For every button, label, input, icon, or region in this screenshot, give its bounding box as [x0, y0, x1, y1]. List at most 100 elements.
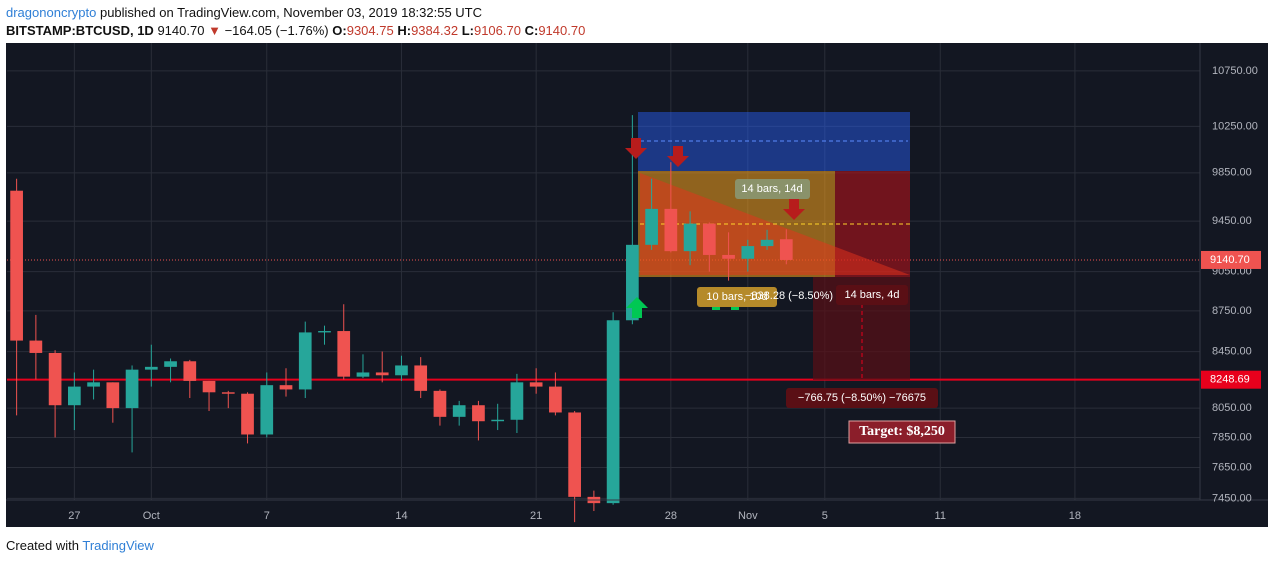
candle-body [472, 405, 485, 422]
candle-body [702, 223, 716, 255]
chart: 14 bars, 14d 10 bars, 10d −838.28 (−8.50… [6, 43, 1268, 527]
target-box-label [848, 420, 956, 444]
target: Target: $8,250 [859, 424, 945, 439]
x-tick-label: 18 [1069, 510, 1081, 522]
candle-body [298, 332, 312, 390]
candle-body [10, 190, 23, 341]
candle-body [741, 246, 755, 259]
candle-body [395, 365, 408, 376]
x-tick-label: Nov [738, 510, 758, 522]
footer: Created with TradingView [6, 538, 154, 553]
candle-body [279, 385, 293, 390]
y-tick-label: 9450.00 [1212, 215, 1252, 227]
h: 9384.32 [411, 23, 459, 38]
label-box [786, 388, 938, 408]
candle-body [337, 331, 351, 377]
arrow-up [626, 297, 648, 318]
candle-body [164, 361, 177, 367]
bars-right: 14 bars, 4d [844, 289, 899, 301]
y-tick-label: 8050.00 [1212, 402, 1252, 414]
arrow-down [625, 138, 647, 159]
candle-body [318, 331, 331, 333]
candle-body [549, 386, 562, 413]
created: Created with [6, 538, 79, 553]
candle-body [260, 385, 274, 435]
symbol: BITSTAMP:BTCUSD, 1D [6, 23, 154, 38]
bars-top: 14 bars, 14d [741, 183, 802, 195]
candle-body [144, 366, 158, 370]
c: 9140.70 [538, 23, 586, 38]
candle-body [433, 390, 447, 417]
candle-body [125, 369, 139, 409]
x-tick-label: 11 [935, 510, 946, 522]
y-tick-label: 7850.00 [1212, 431, 1252, 443]
c-label: C: [524, 23, 539, 38]
last: 9140.70 [157, 23, 205, 38]
down-arrows [625, 138, 805, 220]
candle-body [491, 419, 505, 422]
price-label-box [1201, 250, 1261, 269]
down-arrow: ▼ [208, 23, 221, 38]
y-tick-label: 7450.00 [1212, 492, 1252, 504]
candle-body [529, 382, 543, 387]
candle-body [664, 208, 678, 252]
candle-body [87, 382, 100, 387]
candle-body [779, 239, 793, 260]
candle-body [29, 340, 43, 353]
candle-body [568, 412, 581, 497]
o-label: O: [332, 23, 347, 38]
candle-body [722, 254, 735, 259]
candle-body [202, 380, 216, 393]
label-box [697, 287, 777, 307]
candle-body [452, 405, 466, 417]
bars-left: 10 bars, 10d [706, 291, 767, 303]
x-tick-label: 14 [395, 510, 407, 522]
header-line-1: dragononcrypto published on TradingView.… [6, 4, 585, 22]
candle-body [241, 393, 254, 435]
candle-body [183, 361, 197, 381]
l-label: L: [461, 23, 474, 38]
arrow-down [783, 199, 805, 220]
y-tick-label: 9850.00 [1212, 167, 1252, 179]
candle-body [606, 320, 620, 504]
candle-body [48, 352, 62, 406]
x-tick-label: 21 [530, 510, 542, 522]
y-tick-label: 10750.00 [1212, 65, 1258, 77]
header: dragononcrypto published on TradingView.… [6, 4, 585, 40]
candle-body [221, 392, 235, 394]
y-tick-label: 7650.00 [1212, 461, 1252, 473]
candle-body [760, 239, 774, 247]
price-label-box [1201, 370, 1261, 389]
x-tick-label: Oct [143, 510, 160, 522]
o: 9304.75 [346, 23, 394, 38]
x-tick-label: 28 [665, 510, 677, 522]
axis: 7450.00 7650.00 7850.00 8050.00 8450.00 8750.… [68, 65, 1261, 522]
price-label: 8248.69 [1210, 374, 1250, 386]
candle-body [375, 372, 389, 376]
candles [10, 115, 793, 523]
candle-body [683, 223, 697, 252]
arrow-down [667, 146, 689, 167]
l: 9106.70 [473, 23, 521, 38]
label-box [836, 285, 908, 305]
candle-body [510, 382, 524, 420]
price-label: 9140.70 [1210, 254, 1250, 266]
candle-body [414, 365, 428, 391]
candle-body [645, 208, 658, 245]
username[interactable]: dragononcrypto [6, 5, 97, 20]
candle-body [67, 386, 81, 406]
x-tick-label: 7 [264, 510, 270, 522]
candle-body [356, 372, 370, 377]
y-tick-label: 8450.00 [1212, 345, 1252, 357]
change: −164.05 (−1.76%) [224, 23, 329, 38]
header-line-2: BITSTAMP:BTCUSD, 1D 9140.70 ▼ −164.05 (−… [6, 22, 585, 40]
candle-body [106, 382, 120, 409]
label-box [735, 179, 810, 199]
h-label: H: [397, 23, 412, 38]
x-tick-label: 5 [822, 510, 828, 522]
brand[interactable]: TradingView [82, 538, 154, 553]
y-tick-label: 10250.00 [1212, 120, 1258, 132]
y-tick-label: 8750.00 [1212, 305, 1252, 317]
pct-bottom: −766.75 (−8.50%) −76675 [798, 392, 926, 404]
